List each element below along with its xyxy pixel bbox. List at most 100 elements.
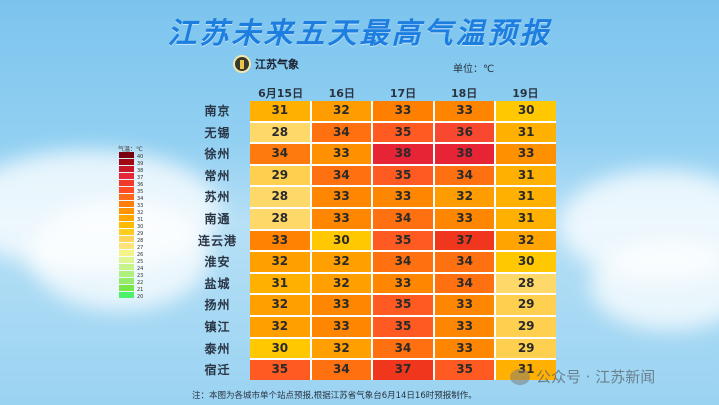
temperature-cell: 32 <box>250 316 310 337</box>
temperature-cell: 35 <box>373 165 433 186</box>
temperature-cell: 30 <box>496 252 556 272</box>
temperature-cell: 32 <box>250 252 310 272</box>
temperature-cell: 35 <box>373 122 433 143</box>
temperature-cell: 35 <box>373 316 433 337</box>
legend-swatch <box>119 243 134 249</box>
temperature-cell: 33 <box>311 187 372 207</box>
temperature-cell: 32 <box>311 338 372 359</box>
legend-swatch <box>119 152 134 158</box>
legend-swatch <box>119 208 134 214</box>
legend-swatch <box>119 222 134 228</box>
legend-swatch <box>119 250 134 256</box>
city-label: 扬州 <box>204 298 231 313</box>
legend-swatch <box>119 271 134 277</box>
temperature-cell: 33 <box>373 273 433 294</box>
legend-title: 气温：℃ <box>118 146 143 153</box>
temperature-cell: 33 <box>311 316 372 337</box>
temperature-cell: 29 <box>496 316 556 337</box>
temperature-cell: 31 <box>496 208 556 229</box>
legend-label: 31 <box>137 217 144 223</box>
temperature-cell: 31 <box>496 122 556 143</box>
temperature-cell: 35 <box>373 295 433 315</box>
temperature-cell: 32 <box>434 187 495 207</box>
column-header: 17日 <box>389 87 417 100</box>
logo-text: 江苏气象 <box>255 58 299 71</box>
temperature-cell: 33 <box>434 295 495 315</box>
legend-swatch <box>119 201 134 207</box>
legend-swatch <box>119 278 134 284</box>
temperature-cell: 34 <box>434 273 495 294</box>
city-label: 苏州 <box>204 190 231 205</box>
legend-labels: 40 39 38 37 36 35 34 33 32 31 30 29 28 27 26 25 24 23 22 21… <box>137 154 143 301</box>
temperature-cell: 31 <box>496 165 556 186</box>
row-labels: 南京 无锡 徐州 常州 苏州 南通 连云港 淮安 盐城 扬州 镇江 泰州 宿迁 <box>190 101 245 382</box>
temperature-cell: 32 <box>250 295 310 315</box>
column-header: 6月15日 <box>258 87 304 100</box>
temperature-cell: 28 <box>250 187 310 207</box>
footnote: 注：本图为各城市单个站点预报,根据江苏省气象台6月14日16时预报制作。 <box>192 391 477 401</box>
legend-swatch <box>119 215 134 221</box>
city-label: 连云港 <box>197 233 237 248</box>
legend-label: 28 <box>137 238 144 244</box>
legend-label: 27 <box>137 245 144 251</box>
city-label: 镇江 <box>204 319 231 334</box>
temperature-cell: 34 <box>311 165 372 186</box>
column-headers: 6月15日 16日 17日 18日 19日 <box>250 85 556 101</box>
temperature-cell: 34 <box>373 252 433 272</box>
temperature-cell: 33 <box>311 208 372 229</box>
temperature-cell: 33 <box>373 187 433 207</box>
city-label: 无锡 <box>204 125 231 140</box>
legend-label: 36 <box>137 182 144 188</box>
city-label: 南通 <box>204 211 231 226</box>
city-label: 淮安 <box>204 255 231 270</box>
legend-label: 34 <box>137 196 144 202</box>
temperature-cell: 34 <box>373 208 433 229</box>
legend-label: 21 <box>137 287 144 293</box>
temperature-cell: 33 <box>373 101 433 121</box>
legend-swatch <box>119 166 134 172</box>
legend-swatch <box>119 257 134 263</box>
city-label: 南京 <box>204 104 231 118</box>
legend-swatch <box>119 264 134 270</box>
weather-bureau-emblem-icon <box>233 55 251 73</box>
temperature-cell: 34 <box>373 338 433 359</box>
legend-swatch <box>119 292 134 298</box>
temperature-cell: 33 <box>311 144 372 164</box>
temperature-cell: 31 <box>250 273 310 294</box>
temperature-cell: 28 <box>250 208 310 229</box>
temperature-cell: 33 <box>311 295 372 315</box>
legend-label: 24 <box>137 266 144 272</box>
legend-label: 33 <box>137 203 144 209</box>
temperature-cell: 28 <box>250 122 310 143</box>
temperature-grid: 31 32 33 33 30 28 34 35 36 31 34 33 38 38 33 29 34 35 34 31… <box>250 101 556 380</box>
temperature-cell: 33 <box>434 208 495 229</box>
temperature-cell: 33 <box>496 144 556 164</box>
legend-swatch <box>119 229 134 235</box>
legend-label: 35 <box>137 189 144 195</box>
temperature-cell: 34 <box>311 122 372 143</box>
temperature-cell: 33 <box>434 338 495 359</box>
legend-label: 40 <box>137 154 144 160</box>
temperature-cell: 29 <box>496 295 556 315</box>
watermark: 公众号 · 江苏新闻 <box>510 366 655 387</box>
city-label: 泰州 <box>204 341 231 356</box>
temperature-cell: 35 <box>373 230 433 251</box>
unit-label: 单位：℃ <box>453 64 495 75</box>
legend-swatch <box>119 159 134 165</box>
temperature-cell: 38 <box>373 144 433 164</box>
temperature-cell: 32 <box>311 101 372 121</box>
legend-bar <box>119 152 134 299</box>
page-title: 江苏未来五天最高气温预报 <box>167 16 552 50</box>
temperature-cell: 34 <box>434 165 495 186</box>
temperature-cell: 32 <box>311 273 372 294</box>
legend-swatch <box>119 236 134 242</box>
temperature-cell: 32 <box>496 230 556 251</box>
wechat-icon <box>510 368 530 385</box>
temperature-cell: 36 <box>434 122 495 143</box>
legend-swatch <box>119 285 134 291</box>
legend-label: 29 <box>137 231 144 237</box>
column-header: 16日 <box>328 87 355 100</box>
column-header: 19日 <box>512 87 539 100</box>
temperature-cell: 33 <box>250 230 310 251</box>
temperature-cell: 35 <box>250 360 310 380</box>
